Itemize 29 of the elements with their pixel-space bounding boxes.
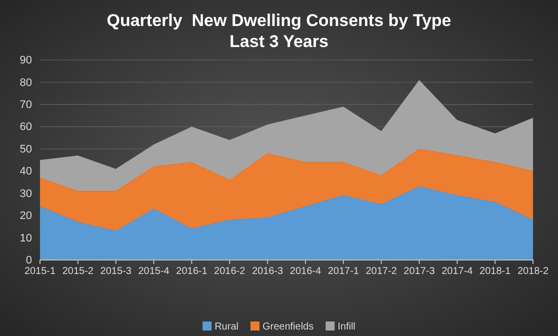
x-tick-label: 2016-2 (214, 266, 246, 278)
x-tick-label: 2016-1 (176, 266, 208, 278)
y-tick-label: 70 (20, 98, 32, 111)
y-tick-label: 40 (20, 166, 32, 178)
chart-subtitle: Last 3 Years (230, 32, 328, 51)
y-tick-label: 50 (20, 143, 32, 156)
x-tick-label: 2015-3 (100, 266, 132, 278)
y-tick-label: 30 (20, 188, 32, 200)
x-tick-label: 2016-3 (252, 266, 284, 278)
x-tick-label: 2017-3 (404, 266, 436, 278)
x-tick-label: 2018-1 (480, 266, 512, 278)
legend-label: Greenfields (262, 322, 314, 332)
legend-label: Infill (338, 322, 356, 332)
y-tick-label: 0 (26, 254, 32, 267)
y-tick-label: 80 (20, 76, 32, 89)
y-tick-label: 60 (20, 121, 32, 134)
x-tick-label: 2015-1 (24, 266, 56, 278)
x-tick-label: 2015-4 (138, 266, 170, 278)
x-tick-label: 2015-2 (62, 266, 94, 278)
x-tick-label: 2018-2 (517, 266, 550, 278)
x-tick-label: 2016-4 (290, 266, 322, 278)
y-tick-label: 10 (20, 232, 32, 244)
x-tick-label: 2017-1 (328, 266, 360, 278)
y-tick-label: 20 (20, 210, 32, 222)
x-tick-label: 2017-2 (366, 266, 398, 278)
legend-label: Rural (214, 322, 238, 332)
y-tick-label: 90 (20, 54, 32, 67)
chart-title: Quarterly New Dwelling Consents by Type (106, 11, 452, 30)
x-tick-label: 2017-4 (442, 266, 474, 278)
